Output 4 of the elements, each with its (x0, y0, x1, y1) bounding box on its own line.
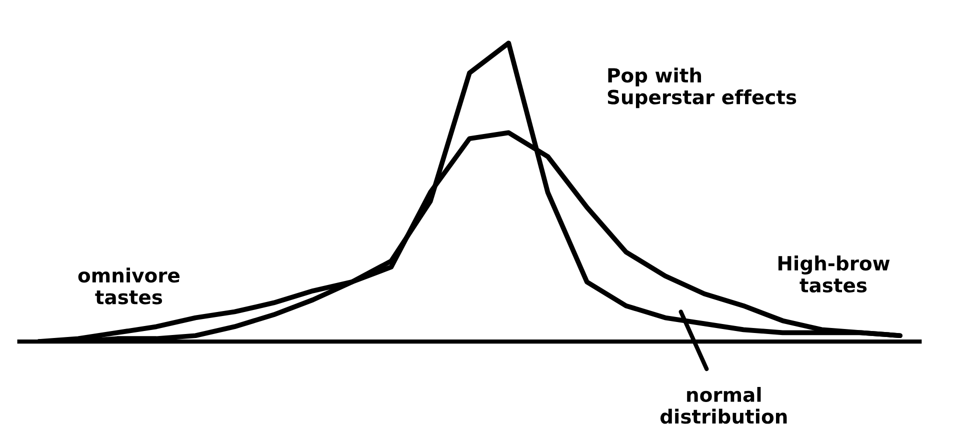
text: normal distribution (660, 386, 787, 424)
annotation: Pop with Superstar effects (608, 68, 796, 108)
annotation: High-brow tastes (778, 256, 890, 293)
annotation: omnivore tastes (78, 268, 180, 304)
